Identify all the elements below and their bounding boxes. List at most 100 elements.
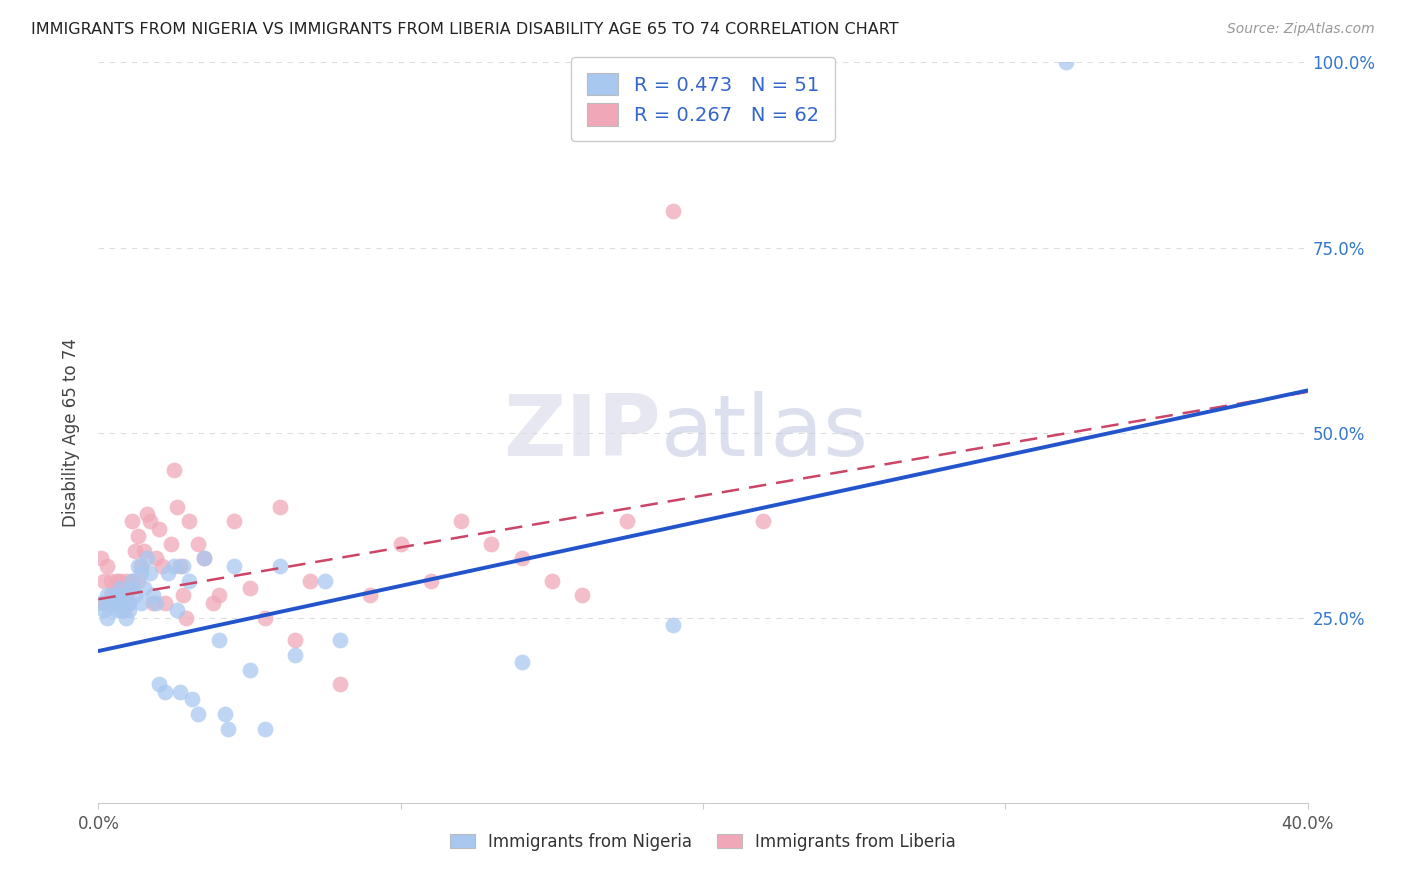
Point [153,596,176,610]
Point [269,558,291,573]
Point [224,515,246,529]
Point [121,515,143,529]
Point [299,574,322,588]
Point [193,551,215,566]
Point [118,596,141,610]
Point [389,536,412,550]
Point [139,566,162,581]
Point [150,558,173,573]
Point [103,589,125,603]
Point [202,596,225,610]
Point [166,500,188,514]
Point [571,589,593,603]
Point [135,507,157,521]
Point [160,536,183,550]
Point [510,655,533,669]
Point [129,566,152,581]
Point [420,574,443,588]
Point [96,589,118,603]
Legend: Immigrants from Nigeria, Immigrants from Liberia: Immigrants from Nigeria, Immigrants from… [443,826,963,857]
Point [360,589,382,603]
Point [187,706,209,721]
Point [127,574,149,588]
Point [118,581,141,595]
Point [127,529,149,543]
Point [111,603,134,617]
Point [269,500,291,514]
Point [139,515,162,529]
Point [142,596,165,610]
Point [108,574,131,588]
Point [169,685,191,699]
Point [224,558,246,573]
Point [329,632,352,647]
Point [163,462,186,476]
Point [142,589,165,603]
Point [284,648,307,662]
Point [114,589,136,603]
Point [121,581,143,595]
Point [105,589,128,603]
Point [105,581,128,595]
Point [108,596,131,610]
Point [118,603,141,617]
Point [329,677,352,691]
Point [135,551,157,566]
Point [193,551,215,566]
Point [90,551,112,566]
Point [1054,55,1077,70]
Point [100,589,122,603]
Point [127,558,149,573]
Point [145,551,167,566]
Point [100,596,122,610]
Point [105,603,128,617]
Point [114,610,136,624]
Point [124,544,146,558]
Point [169,558,191,573]
Point [96,558,118,573]
Point [172,589,194,603]
Point [179,515,201,529]
Point [103,596,125,610]
Point [93,596,115,610]
Point [103,589,125,603]
Point [172,558,194,573]
Point [239,663,262,677]
Point [145,596,167,610]
Point [179,574,201,588]
Point [153,685,176,699]
Point [96,596,118,610]
Point [129,596,152,610]
Point [105,574,128,588]
Point [108,603,131,617]
Point [129,558,152,573]
Point [114,574,136,588]
Point [174,610,197,624]
Point [108,581,131,595]
Point [93,603,115,617]
Y-axis label: Disability Age 65 to 74: Disability Age 65 to 74 [62,338,80,527]
Point [111,589,134,603]
Point [214,706,236,721]
Point [93,574,115,588]
Point [187,536,209,550]
Point [156,566,179,581]
Point [100,574,122,588]
Point [121,574,143,588]
Point [208,632,231,647]
Point [450,515,472,529]
Point [132,581,155,595]
Point [208,589,231,603]
Point [103,596,125,610]
Point [148,522,170,536]
Point [481,536,503,550]
Point [239,581,262,595]
Text: atlas: atlas [661,391,869,475]
Text: ZIP: ZIP [503,391,661,475]
Point [284,632,307,647]
Point [163,558,186,573]
Point [616,515,638,529]
Point [96,610,118,624]
Point [752,515,775,529]
Point [166,603,188,617]
